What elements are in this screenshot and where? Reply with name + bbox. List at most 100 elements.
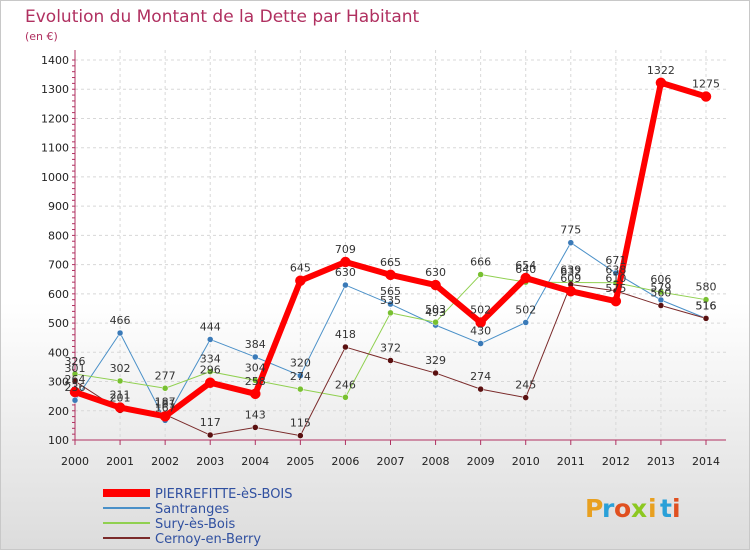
data-point (565, 285, 577, 297)
x-tick-label: 2010 (512, 455, 540, 468)
data-label: 580 (696, 281, 717, 294)
data-point (114, 402, 126, 413)
y-tick-label: 800 (48, 229, 69, 242)
y-tick-label: 1300 (41, 83, 69, 96)
data-point (702, 315, 710, 322)
data-label: 654 (515, 259, 536, 272)
data-point (69, 386, 81, 398)
logo-letter: i (672, 494, 681, 523)
data-label: 502 (470, 303, 491, 316)
data-label: 632 (560, 265, 581, 278)
legend: PIERREFITTE-èS-BOISSantrangesSury-ès-Boi… (103, 487, 293, 547)
data-point (657, 288, 665, 296)
data-label: 304 (245, 361, 266, 374)
x-tick-label: 2014 (692, 455, 720, 468)
data-label: 236 (65, 381, 86, 394)
x-tick-label: 2009 (467, 455, 495, 468)
data-point (432, 318, 439, 326)
legend-label: Cernoy-en-Berry (155, 532, 261, 547)
legend-label: PIERREFITTE-èS-BOIS (155, 487, 293, 502)
y-tick-label: 900 (48, 200, 69, 213)
data-point (475, 317, 486, 328)
x-tick-label: 2002 (151, 455, 179, 468)
data-label: 418 (335, 328, 356, 341)
data-point (430, 279, 441, 291)
data-label: 334 (200, 353, 221, 366)
data-label: 466 (110, 314, 131, 327)
data-point (297, 385, 304, 393)
data-point (116, 329, 124, 337)
data-point (159, 411, 171, 422)
data-point (700, 91, 712, 102)
data-label: 645 (290, 262, 311, 275)
data-point (252, 353, 259, 361)
data-label: 384 (245, 338, 266, 351)
data-label: 560 (650, 287, 671, 300)
data-label: 709 (335, 243, 356, 256)
data-point (206, 431, 214, 439)
data-label: 274 (470, 370, 491, 383)
data-label: 277 (155, 369, 176, 382)
logo-letter: P (585, 494, 603, 523)
data-label: 565 (380, 285, 401, 298)
data-label: 638 (605, 264, 626, 277)
data-point (477, 271, 484, 278)
y-tick-label: 1000 (41, 171, 69, 184)
data-label: 181 (155, 397, 176, 410)
data-point (477, 385, 484, 393)
data-label: 1322 (647, 64, 675, 77)
logo-letter: t (660, 494, 672, 523)
data-point (702, 296, 710, 303)
data-label: 671 (605, 254, 626, 267)
logo-letter: x (631, 494, 647, 523)
data-label: 630 (335, 266, 356, 279)
data-label: 630 (425, 266, 446, 279)
data-point (655, 77, 667, 89)
data-point (387, 309, 394, 317)
data-label: 516 (696, 299, 717, 312)
y-tick-label: 600 (48, 288, 69, 301)
y-tick-label: 300 (48, 376, 69, 389)
data-point (385, 269, 396, 281)
data-label: 502 (515, 303, 536, 316)
y-tick-label: 1100 (41, 142, 69, 155)
y-tick-label: 500 (48, 317, 69, 330)
x-tick-label: 2000 (61, 455, 89, 468)
data-point (477, 340, 484, 347)
data-label: 329 (425, 354, 446, 367)
data-label: 503 (425, 303, 446, 316)
data-label: 302 (110, 362, 131, 375)
data-label: 117 (200, 416, 221, 429)
data-label: 296 (200, 364, 221, 377)
x-tick-label: 2013 (647, 455, 675, 468)
x-tick-label: 2011 (557, 455, 585, 468)
data-label: 187 (155, 396, 176, 409)
data-point (250, 388, 261, 400)
chart-title: Evolution du Montant de la Dette par Hab… (25, 7, 420, 27)
data-point (71, 396, 79, 404)
data-label: 167 (155, 401, 176, 414)
data-label: 493 (425, 306, 446, 319)
data-label: 274 (290, 370, 311, 383)
data-label: 640 (515, 263, 536, 276)
data-point (522, 394, 529, 401)
y-tick-label: 1200 (41, 112, 69, 125)
data-label: 1275 (692, 78, 720, 91)
x-tick-label: 2012 (602, 455, 630, 468)
x-tick-labels: 2000 2001 2002 2003 2004 2005 2006 2007 2008 2009… (61, 455, 720, 468)
data-point (116, 377, 124, 385)
data-point (520, 272, 531, 284)
data-label: 211 (110, 389, 131, 402)
y-tick-labels: 100 200 300 400 500 600 700 800 900 1000 1100 1200 1… (41, 54, 69, 447)
y-tick-label: 700 (48, 259, 69, 272)
data-point (432, 369, 439, 377)
data-label: 258 (245, 375, 266, 388)
data-label: 579 (650, 281, 671, 294)
data-point (204, 377, 216, 388)
data-label: 444 (200, 320, 221, 333)
x-tick-label: 2004 (241, 455, 269, 468)
data-point (522, 319, 529, 326)
data-point (252, 424, 259, 431)
x-tick-label: 2008 (422, 455, 450, 468)
data-label: 201 (110, 391, 131, 404)
